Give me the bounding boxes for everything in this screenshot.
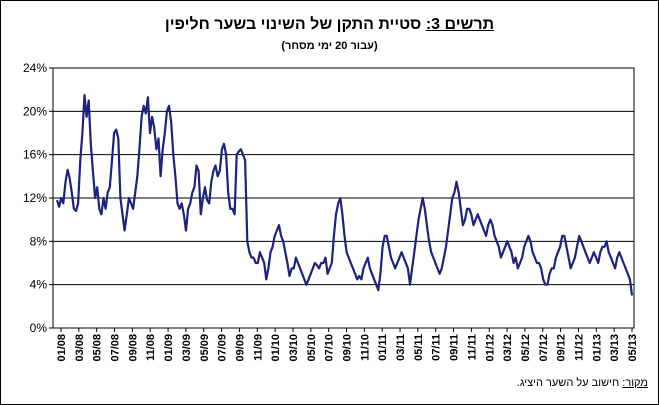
chart-title: תרשים 3: סטיית התקן של השינוי בשער חליפי… — [1, 15, 658, 35]
x-tick-label: 03/09 — [181, 334, 193, 362]
x-tick-label: 11/10 — [359, 334, 371, 361]
source-note: מקור: חישוב על השער היציג. — [517, 377, 648, 389]
y-tick-label: 24% — [23, 61, 47, 75]
chart-title-label: תרשים 3: — [425, 16, 495, 33]
x-tick-label: 03/11 — [395, 334, 407, 361]
x-tick-label: 11/11 — [466, 334, 478, 360]
x-tick-label: 11/12 — [573, 334, 585, 361]
x-tick-label: 03/12 — [502, 334, 514, 362]
x-tick-label: 03/13 — [609, 334, 621, 362]
x-tick-label: 07/09 — [217, 334, 229, 362]
y-tick-label: 4% — [30, 278, 48, 292]
x-tick-label: 09/09 — [234, 334, 246, 362]
y-tick-label: 16% — [23, 148, 47, 162]
x-tick-label: 01/10 — [270, 334, 282, 362]
x-tick-label: 07/11 — [431, 334, 443, 361]
x-tick-label: 01/13 — [591, 334, 603, 362]
x-tick-label: 05/12 — [520, 334, 532, 362]
chart-subtitle: (עבור 20 ימי מסחר) — [281, 40, 378, 52]
x-tick-label: 01/11 — [377, 334, 389, 361]
x-tick-label: 05/13 — [627, 334, 639, 362]
y-tick-label: 8% — [30, 234, 48, 248]
x-tick-label: 11/09 — [252, 334, 264, 361]
x-tick-label: 05/09 — [199, 334, 211, 362]
x-tick-label: 09/11 — [449, 334, 461, 361]
x-tick-label: 05/10 — [306, 334, 318, 362]
y-tick-label: 12% — [23, 191, 47, 205]
chart-header: תרשים 3: סטיית התקן של השינוי בשער חליפי… — [1, 15, 658, 53]
y-tick-label: 20% — [23, 104, 47, 118]
x-tick-label: 05/11 — [413, 334, 425, 361]
x-tick-label: 07/12 — [538, 334, 550, 362]
x-tick-label: 01/09 — [163, 334, 175, 362]
x-tick-label: 03/10 — [288, 334, 300, 362]
x-tick-label: 07/08 — [110, 334, 122, 362]
source-label: מקור: — [622, 377, 648, 389]
chart-title-text: סטיית התקן של השינוי בשער חליפין — [164, 16, 422, 33]
x-tick-label: 11/08 — [145, 334, 157, 361]
x-tick-label: 09/08 — [127, 334, 139, 362]
x-tick-label: 05/08 — [92, 334, 104, 362]
y-tick-label: 0% — [30, 321, 48, 335]
source-text: חישוב על השער היציג. — [516, 377, 620, 389]
x-tick-label: 01/12 — [484, 334, 496, 362]
x-tick-label: 09/10 — [342, 334, 354, 362]
x-tick-label: 09/12 — [556, 334, 568, 362]
x-tick-label: 03/08 — [74, 334, 86, 362]
series-line — [55, 93, 634, 296]
x-tick-label: 01/08 — [56, 334, 68, 362]
x-tick-label: 07/10 — [324, 334, 336, 362]
